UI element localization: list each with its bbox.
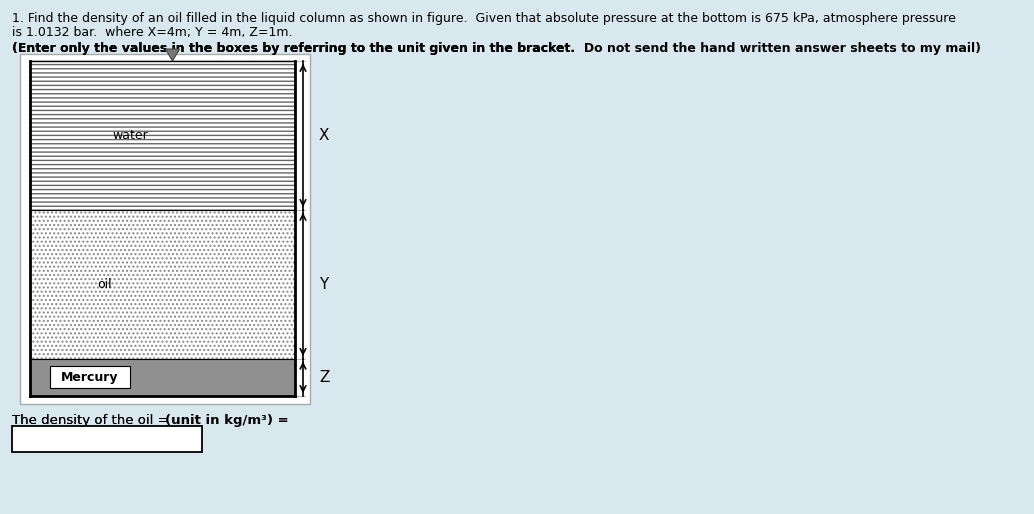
Text: Mercury: Mercury (61, 371, 119, 384)
Text: X: X (320, 128, 330, 143)
Bar (12, 426, 202, 452)
Text: The density of the oil = (unit in kg/m³) =: The density of the oil = (unit in kg/m³)… (12, 414, 284, 427)
Polygon shape (165, 49, 180, 61)
Bar (30, 210, 295, 359)
Text: The density of the oil =: The density of the oil = (12, 414, 173, 427)
Text: is 1.0132 bar.  where X=4m; Y = 4m, Z=1m.: is 1.0132 bar. where X=4m; Y = 4m, Z=1m. (12, 26, 293, 39)
Text: The density of the oil =: The density of the oil = (12, 414, 173, 427)
Bar (30, 210, 295, 359)
Text: (Enter only the values in the boxes by referring to the unit given in the bracke: (Enter only the values in the boxes by r… (12, 42, 584, 55)
Bar (30, 61, 295, 210)
Text: oil: oil (97, 278, 112, 291)
Text: (Enter only the values in the boxes by referring to the unit given in the bracke: (Enter only the values in the boxes by r… (12, 42, 981, 55)
Bar (30, 61, 295, 210)
Text: Z: Z (320, 370, 330, 385)
Text: (unit in kg/m³) =: (unit in kg/m³) = (165, 414, 288, 427)
Text: Y: Y (320, 277, 328, 292)
Text: water: water (113, 129, 149, 142)
Bar (30, 359, 295, 396)
Bar (50, 366, 130, 389)
Bar (20, 54, 310, 404)
Text: 1. Find the density of an oil filled in the liquid column as shown in figure.  G: 1. Find the density of an oil filled in … (12, 12, 955, 25)
